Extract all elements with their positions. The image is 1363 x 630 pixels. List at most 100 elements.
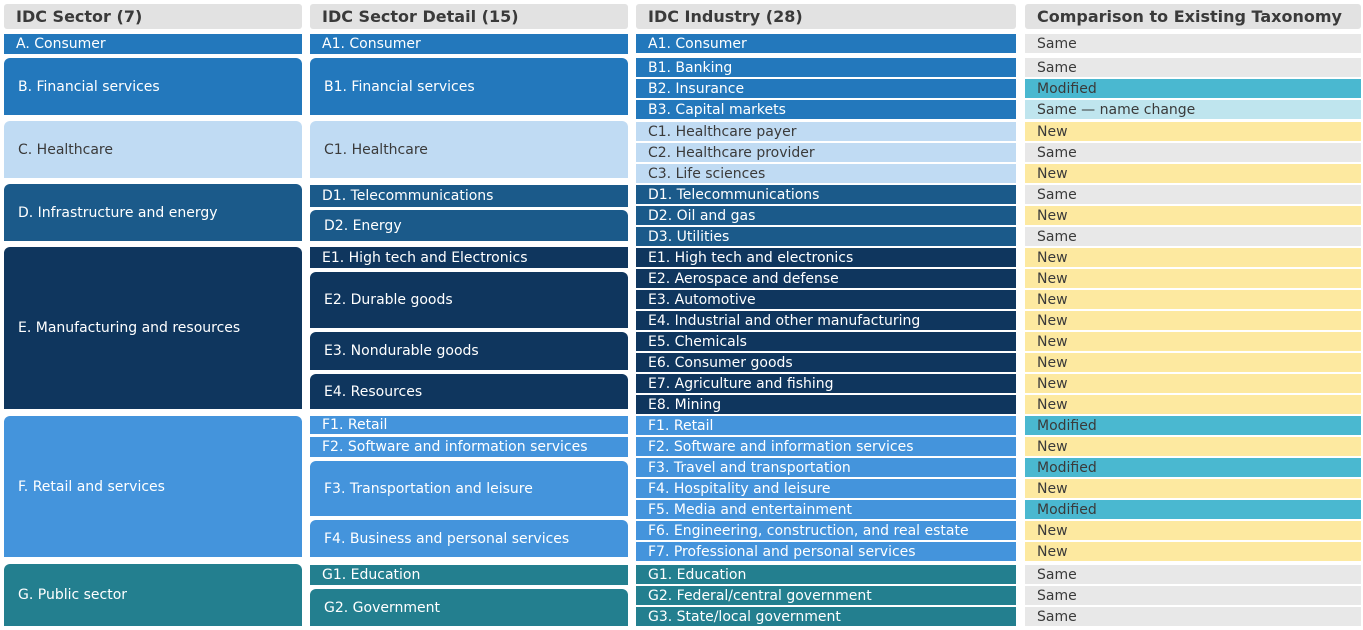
- sector-detail-box: G2. Government: [310, 589, 628, 626]
- industry-row: G2. Federal/central government: [636, 586, 1016, 605]
- industry-row: F1. Retail: [636, 416, 1016, 435]
- comparison-badge-label: New: [1037, 543, 1068, 560]
- comparison-badge: Same: [1025, 185, 1361, 204]
- comparison-badge: New: [1025, 395, 1361, 414]
- industry-row: F7. Professional and personal services: [636, 542, 1016, 561]
- comparison-badge: Modified: [1025, 79, 1361, 98]
- industry-row-label: D1. Telecommunications: [648, 186, 820, 203]
- comparison-badge-label: Modified: [1037, 501, 1097, 518]
- header-comparison: Comparison to Existing Taxonomy: [1025, 4, 1361, 29]
- sector-detail-box-label: E3. Nondurable goods: [324, 343, 479, 359]
- comparison-badge-label: Same: [1037, 566, 1077, 583]
- industry-row: C2. Healthcare provider: [636, 143, 1016, 162]
- comparison-badge-label: Modified: [1037, 459, 1097, 476]
- industry-row-label: E6. Consumer goods: [648, 354, 793, 371]
- sector-detail-box-label: A1. Consumer: [322, 36, 421, 52]
- industry-row: D1. Telecommunications: [636, 185, 1016, 204]
- sector-box-label: A. Consumer: [16, 36, 106, 52]
- sector-box-label: G. Public sector: [18, 587, 128, 603]
- industry-row-label: D3. Utilities: [648, 228, 730, 245]
- comparison-badge: Same: [1025, 565, 1361, 584]
- comparison-badge-label: New: [1037, 375, 1068, 392]
- header-idc-industry: IDC Industry (28): [636, 4, 1016, 29]
- sector-box-label: B. Financial services: [18, 78, 160, 95]
- sector-detail-box-label: E1. High tech and Electronics: [322, 249, 528, 266]
- industry-row: F4. Hospitality and leisure: [636, 479, 1016, 498]
- comparison-badge: Modified: [1025, 416, 1361, 435]
- industry-row: E1. High tech and electronics: [636, 248, 1016, 267]
- comparison-badge: New: [1025, 248, 1361, 267]
- sector-detail-box: A1. Consumer: [310, 34, 628, 54]
- comparison-badge: Modified: [1025, 500, 1361, 519]
- comparison-badge-label: New: [1037, 123, 1068, 140]
- comparison-badge: New: [1025, 332, 1361, 351]
- sector-detail-box: D2. Energy: [310, 210, 628, 241]
- comparison-badge-label: Same: [1037, 608, 1077, 625]
- sector-detail-box-label: E2. Durable goods: [324, 292, 453, 308]
- industry-row-label: C1. Healthcare payer: [648, 123, 797, 140]
- sector-detail-box: E2. Durable goods: [310, 272, 628, 328]
- sector-box: B. Financial services: [4, 58, 302, 115]
- comparison-badge-label: Same: [1037, 144, 1077, 161]
- industry-row: G3. State/local government: [636, 607, 1016, 626]
- sector-detail-box-label: F1. Retail: [322, 417, 388, 433]
- industry-row-label: B1. Banking: [648, 59, 733, 76]
- industry-row: C3. Life sciences: [636, 164, 1016, 183]
- industry-row-label: E4. Industrial and other manufacturing: [648, 312, 921, 329]
- sector-detail-box: C1. Healthcare: [310, 121, 628, 178]
- comparison-badge: Same: [1025, 58, 1361, 77]
- industry-row-label: G3. State/local government: [648, 608, 841, 625]
- comparison-badge: Same: [1025, 143, 1361, 162]
- comparison-badge-label: New: [1037, 312, 1068, 329]
- comparison-badge-label: New: [1037, 522, 1068, 539]
- industry-row: G1. Education: [636, 565, 1016, 584]
- comparison-badge: New: [1025, 164, 1361, 183]
- industry-row-label: F5. Media and entertainment: [648, 501, 852, 518]
- industry-row: B1. Banking: [636, 58, 1016, 77]
- comparison-badge: New: [1025, 374, 1361, 393]
- comparison-badge: New: [1025, 521, 1361, 540]
- comparison-badge-label: Same: [1037, 59, 1077, 76]
- industry-row-label: E8. Mining: [648, 396, 722, 413]
- comparison-badge-label: Same: [1037, 35, 1077, 52]
- comparison-badge: New: [1025, 542, 1361, 561]
- industry-row: A1. Consumer: [636, 34, 1016, 53]
- comparison-badge-label: New: [1037, 396, 1068, 413]
- sector-box-label: E. Manufacturing and resources: [18, 320, 241, 336]
- sector-detail-box: F3. Transportation and leisure: [310, 461, 628, 516]
- sector-box: A. Consumer: [4, 34, 302, 54]
- sector-detail-box-label: G2. Government: [324, 599, 440, 616]
- industry-row: F2. Software and information services: [636, 437, 1016, 456]
- industry-row-label: F4. Hospitality and leisure: [648, 480, 831, 497]
- sector-detail-box: E4. Resources: [310, 374, 628, 409]
- comparison-badge: Same: [1025, 586, 1361, 605]
- industry-row-label: E1. High tech and electronics: [648, 249, 854, 266]
- industry-row-label: F1. Retail: [648, 417, 714, 434]
- sector-detail-box: E1. High tech and Electronics: [310, 247, 628, 268]
- industry-row: E3. Automotive: [636, 290, 1016, 309]
- sector-box: F. Retail and services: [4, 416, 302, 557]
- sector-detail-box-label: F2. Software and information services: [322, 439, 588, 455]
- comparison-badge: New: [1025, 311, 1361, 330]
- header-idc-sector: IDC Sector (7): [4, 4, 302, 29]
- industry-row-label: F7. Professional and personal services: [648, 543, 916, 560]
- sector-detail-box-label: F4. Business and personal services: [324, 530, 570, 547]
- industry-row: F3. Travel and transportation: [636, 458, 1016, 477]
- industry-row-label: E5. Chemicals: [648, 333, 747, 350]
- sector-detail-box: F4. Business and personal services: [310, 520, 628, 557]
- industry-row: E5. Chemicals: [636, 332, 1016, 351]
- sector-box: G. Public sector: [4, 564, 302, 626]
- sector-box: C. Healthcare: [4, 121, 302, 178]
- comparison-badge: New: [1025, 269, 1361, 288]
- comparison-badge-label: New: [1037, 480, 1068, 497]
- industry-row: F6. Engineering, construction, and real …: [636, 521, 1016, 540]
- comparison-badge-label: New: [1037, 354, 1068, 371]
- comparison-badge: Same: [1025, 34, 1361, 53]
- industry-row: E8. Mining: [636, 395, 1016, 414]
- sector-box: E. Manufacturing and resources: [4, 247, 302, 409]
- sector-box-label: F. Retail and services: [18, 478, 165, 495]
- comparison-badge-label: New: [1037, 291, 1068, 308]
- industry-row-label: C3. Life sciences: [648, 165, 766, 182]
- comparison-badge: Same: [1025, 607, 1361, 626]
- comparison-badge: New: [1025, 290, 1361, 309]
